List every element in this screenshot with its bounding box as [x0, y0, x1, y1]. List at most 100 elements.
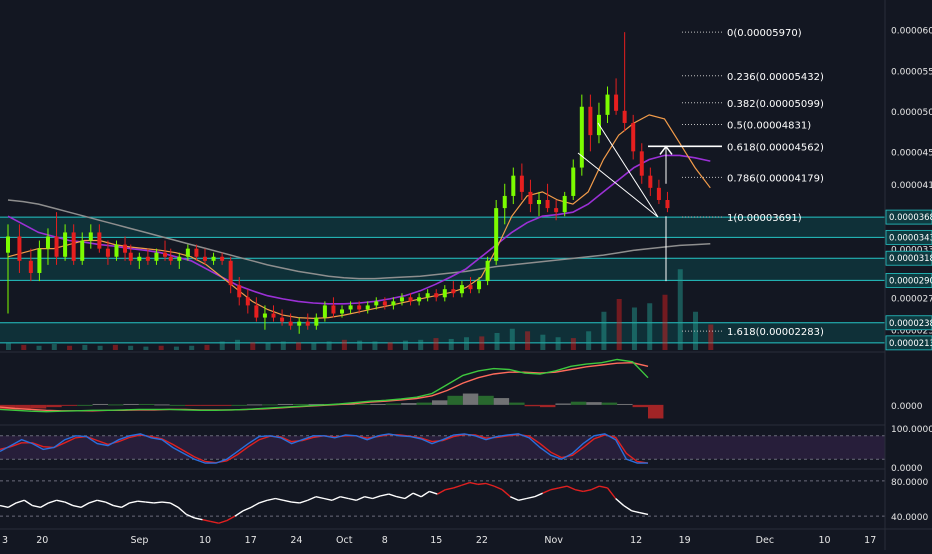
volume-bar-0 [6, 343, 11, 350]
volume-bar-3 [51, 344, 57, 350]
candle-body-75 [648, 175, 653, 188]
rsi-seg-11 [80, 502, 90, 508]
macd-hist-40 [617, 403, 633, 405]
macd-hist-15 [231, 404, 247, 406]
time-tick-13: Dec [756, 535, 774, 546]
macd-hist-5 [77, 404, 93, 406]
rsi-seg-19 [145, 501, 154, 504]
macd-hist-6 [92, 403, 108, 405]
volume-bar-19 [296, 342, 302, 350]
macd-hist-4 [61, 404, 78, 406]
rsi-seg-14 [105, 501, 114, 507]
candle-body-9 [88, 232, 93, 241]
rsi-seg-40 [315, 496, 325, 500]
candle-body-10 [97, 232, 102, 249]
volume-bar-24 [372, 341, 378, 350]
rsi-seg-67 [534, 492, 543, 498]
candle-body-17 [154, 252, 159, 261]
rsi-seg-25 [194, 517, 203, 521]
rsi-seg-43 [340, 496, 349, 500]
rsi-seg-33 [258, 499, 268, 504]
candle-body-48 [417, 297, 422, 302]
volume-bar-11 [173, 346, 179, 350]
candle-body-77 [665, 200, 670, 209]
candle-body-45 [391, 301, 396, 306]
candle-body-66 [571, 167, 576, 196]
candle-body-37 [322, 305, 327, 318]
volume-bar-9 [143, 346, 149, 350]
rsi-seg-16 [121, 502, 130, 508]
rsi-seg-38 [299, 499, 309, 504]
time-tick-2: Sep [130, 535, 148, 546]
candle-body-73 [631, 122, 636, 152]
macd-hist-7 [108, 404, 124, 406]
time-tick-4: 17 [245, 535, 257, 546]
rsi-seg-51 [404, 492, 414, 500]
candle-body-6 [63, 232, 68, 257]
rsi-seg-68 [542, 489, 552, 494]
rsi-seg-28 [218, 519, 228, 524]
stoch-k-line [0, 433, 648, 464]
rsi-seg-23 [177, 506, 187, 515]
candle-body-68 [588, 106, 593, 136]
candles-layer [6, 32, 670, 334]
candle-body-49 [425, 293, 430, 298]
rsi-seg-42 [331, 496, 341, 501]
candle-body-24 [211, 256, 216, 261]
rsi-seg-7 [48, 499, 57, 504]
time-tick-6: Oct [336, 535, 353, 546]
macd-hist-24 [370, 403, 386, 405]
rsi-seg-53 [420, 490, 430, 498]
volume-bar-5 [82, 344, 88, 350]
candle-body-18 [163, 252, 168, 257]
time-tick-3: 10 [199, 535, 211, 546]
candle-body-43 [374, 301, 379, 306]
candle-body-70 [605, 94, 610, 115]
rsi-seg-21 [161, 501, 171, 504]
rsi-seg-41 [323, 497, 333, 501]
candle-body-19 [168, 256, 173, 261]
rsi-seg-73 [583, 488, 592, 493]
fib-label-2: 0.382(0.00005099) [727, 99, 824, 110]
fib-label-7: 1.618(0.00002283) [727, 327, 824, 338]
price-badge-bg-0 [885, 209, 932, 225]
candle-body-1 [17, 236, 22, 261]
macd-hist-33 [509, 402, 525, 405]
rsi-seg-58 [461, 481, 471, 486]
price-badge-2: 0.00003182 [889, 254, 932, 264]
volume-bar-28 [433, 338, 439, 350]
macd-hist-36 [555, 403, 571, 405]
volume-bar-20 [311, 343, 317, 350]
candle-body-47 [408, 297, 413, 302]
price-tick-2: 0.00005000 [891, 108, 932, 118]
rsi-seg-76 [606, 487, 617, 499]
volume-bar-6 [97, 345, 103, 350]
candle-body-26 [228, 260, 233, 286]
rsi-seg-54 [429, 490, 438, 495]
rsi-seg-9 [64, 501, 74, 507]
macd-hist-31 [478, 395, 494, 405]
price-tick-4: 0.00004100 [891, 181, 932, 191]
volume-bar-25 [387, 342, 393, 350]
price-badge-1: 0.00003439 [889, 233, 932, 243]
macd-hist-10 [154, 404, 170, 406]
time-tick-9: 22 [476, 535, 488, 546]
macd-hist-9 [138, 403, 155, 405]
time-tick-8: 15 [430, 535, 442, 546]
volume-bar-33 [509, 328, 515, 350]
rsi-tick-0: 80.0000 [891, 478, 928, 488]
candle-body-39 [340, 309, 345, 314]
price-badge-bg-2 [885, 250, 932, 266]
zones-layer [0, 216, 885, 344]
price-badge-3: 0.00002908 [889, 276, 932, 286]
rsi-seg-22 [169, 502, 179, 508]
rsi-seg-70 [558, 485, 568, 489]
rsi-seg-71 [566, 485, 576, 491]
volume-bar-15 [235, 339, 241, 350]
candle-body-34 [297, 321, 302, 326]
rsi-seg-64 [510, 496, 519, 501]
candle-body-12 [114, 244, 119, 257]
price-badge-bg-1 [885, 229, 932, 245]
candle-body-30 [262, 313, 267, 318]
